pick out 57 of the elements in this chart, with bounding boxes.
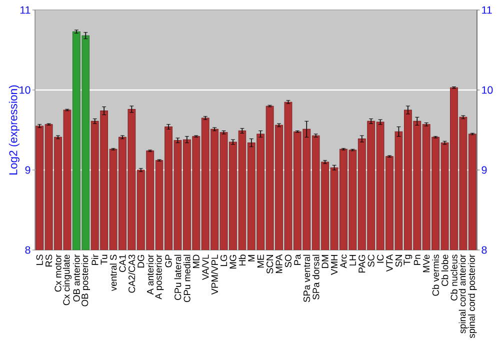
- x-tick-label: CA1: [119, 254, 126, 272]
- x-tick-label: SPa dorsal: [312, 254, 320, 300]
- x-tick-label: SCN: [266, 255, 274, 274]
- y2-tick-label: 10: [482, 86, 493, 94]
- x-tick-label: Cb nucleus: [450, 254, 458, 300]
- y2-tick-label: 8: [482, 246, 487, 254]
- x-tick-label: DG: [138, 254, 144, 268]
- x-tick-label: Pn: [414, 254, 420, 265]
- x-tick-label: spinal cord anterior: [458, 254, 468, 334]
- x-tick-label: OB anterior: [73, 254, 80, 302]
- x-tick-label: M: [248, 255, 255, 262]
- x-tick-label: spinal cord posterior: [468, 254, 477, 338]
- x-tick-label: MPA: [276, 254, 282, 274]
- x-tick-label: OB posterior: [81, 254, 90, 306]
- x-tick-label: MD: [192, 254, 200, 268]
- x-tick-label: PAG: [358, 254, 366, 273]
- x-tick-label: SC: [368, 254, 374, 267]
- x-tick-label: VA/VL: [202, 254, 209, 280]
- x-tick-label: Cx cingulate: [62, 254, 72, 306]
- x-tick-label: SO: [284, 254, 292, 268]
- x-tick-label: Hb: [238, 254, 246, 266]
- x-tick-label: Cb lobe: [441, 254, 448, 286]
- x-tick-label: MVe: [423, 254, 430, 272]
- x-tick-label: CA2/CA3: [128, 254, 136, 293]
- y-tick-label: 10: [20, 86, 30, 94]
- x-tick-label: MG: [230, 254, 236, 269]
- x-tick-label: LS: [36, 254, 43, 265]
- y-axis-title: Log2 (expression): [8, 85, 20, 174]
- x-tick-label: LG: [220, 254, 228, 266]
- x-tick-label: RS: [46, 254, 52, 266]
- x-tick-label: Cx motor: [54, 254, 62, 292]
- x-tick-label: CPu medial: [184, 254, 190, 302]
- x-tick-label: VTA: [386, 254, 393, 272]
- x-tick-label: IC: [377, 254, 384, 263]
- y2-tick-label: 11: [482, 6, 492, 14]
- x-tick-label: Pir: [91, 254, 98, 265]
- x-tick-label: Pa: [294, 254, 301, 265]
- y-tick-label: 9: [25, 166, 30, 174]
- x-tick-label: A anterior: [146, 254, 154, 295]
- x-tick-label: Arc: [340, 254, 347, 268]
- x-tick-label: Tu: [100, 254, 108, 265]
- y2-tick-label: 9: [482, 166, 487, 174]
- x-tick-label: VMH: [331, 255, 338, 275]
- y-tick-label: 8: [25, 246, 30, 254]
- x-tick-label: ventral S: [110, 254, 117, 292]
- x-tick-label: ME: [257, 254, 264, 268]
- x-tick-label: Cb vermis: [432, 254, 439, 296]
- x-tick-label: LH: [349, 255, 356, 266]
- x-tick-label: Tg: [404, 254, 412, 265]
- x-tick-label: SPa ventral: [303, 254, 310, 302]
- x-tick-label: GP: [165, 254, 172, 268]
- x-tick-label: SN: [395, 255, 402, 267]
- y-tick-label: 11: [20, 6, 30, 14]
- x-tick-label: DM: [322, 255, 328, 268]
- x-tick-label: A posterior: [154, 254, 164, 300]
- x-tick-label: CPu lateral: [174, 254, 182, 300]
- x-tick-label: VPM/VPL: [211, 254, 218, 295]
